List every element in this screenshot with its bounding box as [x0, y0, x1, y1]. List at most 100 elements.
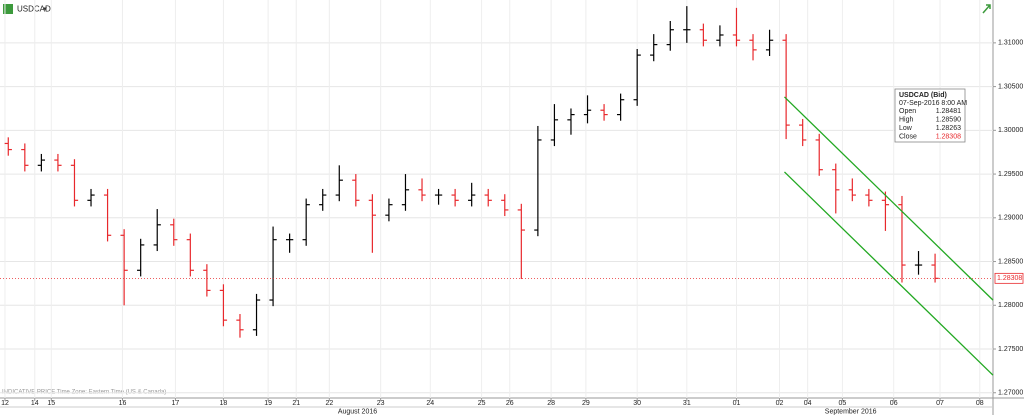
channel-line	[784, 96, 994, 301]
ohlc-bar	[352, 174, 360, 207]
ohlc-bar	[534, 125, 542, 237]
x-tick-label: 19	[264, 400, 272, 407]
ohlc-bar	[401, 174, 410, 211]
symbol-icon	[3, 4, 13, 14]
ohlc-bar	[832, 163, 840, 214]
ohlc-bar	[765, 29, 774, 56]
ohlc-bar	[616, 93, 625, 121]
dropdown-arrow[interactable]	[43, 7, 47, 11]
x-tick-label: 28	[547, 400, 555, 407]
ohlc-bar	[236, 314, 244, 338]
info-key: High	[899, 116, 914, 123]
x-tick-label: 18	[220, 400, 228, 407]
x-tick-label: 15	[47, 400, 55, 407]
ohlc-bar	[103, 188, 112, 242]
ohlc-bar	[600, 104, 608, 121]
ohlc-bar	[451, 188, 459, 207]
x-tick-label: 06	[890, 400, 898, 407]
ohlc-bar	[633, 48, 641, 106]
ohlc-bar	[567, 108, 575, 135]
last-price-box	[994, 272, 1024, 284]
x-tick-label: 31	[683, 400, 691, 407]
ohlc-bar	[517, 203, 525, 280]
y-tick-label: 1.27500	[998, 346, 1023, 353]
ohlc-bar	[285, 233, 294, 253]
month-label: August 2016	[338, 408, 377, 415]
info-value: 1.28481	[936, 108, 961, 115]
ohlc-bar	[468, 182, 476, 207]
y-tick-label: 1.29500	[998, 171, 1023, 178]
ohlc-bar	[914, 251, 923, 275]
ohlc-bar	[319, 188, 327, 211]
x-tick-label: 05	[838, 400, 846, 407]
info-key: Low	[899, 125, 913, 132]
x-tick-label: 23	[377, 400, 385, 407]
ohlc-bar	[550, 104, 559, 147]
x-tick-label: 04	[804, 400, 812, 407]
ohlc-bar	[583, 95, 592, 124]
channel-line	[784, 171, 994, 376]
ohlc-bar	[650, 34, 658, 62]
ohlc-bar	[21, 143, 29, 172]
info-value: 1.28308	[936, 133, 961, 140]
ohlc-bar	[501, 194, 509, 217]
ohlc-bar	[37, 153, 46, 172]
ohlc-bar	[252, 293, 261, 336]
ohlc-bar	[302, 198, 310, 246]
ohlc-bar	[335, 165, 343, 202]
y-tick-label: 1.30000	[998, 127, 1023, 134]
ohlc-bar	[683, 6, 691, 43]
x-tick-label: 22	[325, 400, 333, 407]
x-tick-label: 08	[976, 400, 984, 407]
x-tick-label: 29	[582, 400, 590, 407]
ohlc-bar	[434, 188, 443, 205]
y-tick-label: 1.27000	[998, 390, 1023, 397]
x-tick-label: 24	[426, 400, 434, 407]
info-value: 1.28263	[936, 125, 961, 132]
ohlc-bar	[732, 7, 741, 47]
x-tick-label: 26	[506, 400, 514, 407]
ohlc-bar	[120, 229, 128, 306]
x-tick-label: 30	[633, 400, 641, 407]
ohlc-bar	[799, 118, 807, 147]
x-tick-label: 07	[936, 400, 944, 407]
ohlc-bar	[4, 137, 12, 156]
plot-area	[0, 0, 994, 398]
ohlc-bar	[219, 284, 228, 327]
last-price-label: 1.28308	[997, 275, 1022, 282]
ohlc-bar	[898, 195, 906, 283]
x-tick-label: 02	[776, 400, 784, 407]
ohlc-bar	[368, 194, 377, 253]
y-tick-label: 1.31000	[998, 40, 1023, 47]
ohlc-bar	[815, 133, 823, 176]
x-tick-label: 14	[31, 400, 39, 407]
ohlc-bar	[699, 23, 708, 47]
ohlc-bar	[716, 25, 724, 47]
x-tick-label: 16	[119, 400, 127, 407]
symbol-title[interactable]: USDCAD	[17, 5, 51, 14]
y-tick-label: 1.28500	[998, 258, 1023, 265]
x-tick-label: 21	[292, 400, 300, 407]
x-tick-label: 12	[1, 400, 9, 407]
ohlc-bar	[484, 188, 492, 207]
expand-icon[interactable]	[982, 4, 991, 14]
ohlc-bar	[848, 178, 856, 202]
y-tick-label: 1.29000	[998, 215, 1023, 222]
ohlc-bar	[749, 34, 757, 61]
ohlc-bar	[87, 188, 95, 207]
info-date: 07-Sep-2016 8:00 AM	[899, 100, 967, 107]
ohlc-bar	[881, 191, 890, 231]
ohlc-bar	[269, 226, 277, 307]
ohlc-bar	[203, 264, 211, 297]
ohlc-bar	[782, 34, 790, 140]
ohlc-bar	[137, 238, 145, 277]
ohlc-bar	[186, 233, 194, 277]
ohlc-bar	[418, 178, 426, 202]
ohlc-bar	[865, 188, 873, 207]
ohlc-bar	[54, 153, 62, 172]
info-key: Close	[899, 133, 917, 140]
info-title: USDCAD (Bid)	[899, 92, 947, 99]
ohlc-bar	[385, 198, 393, 222]
